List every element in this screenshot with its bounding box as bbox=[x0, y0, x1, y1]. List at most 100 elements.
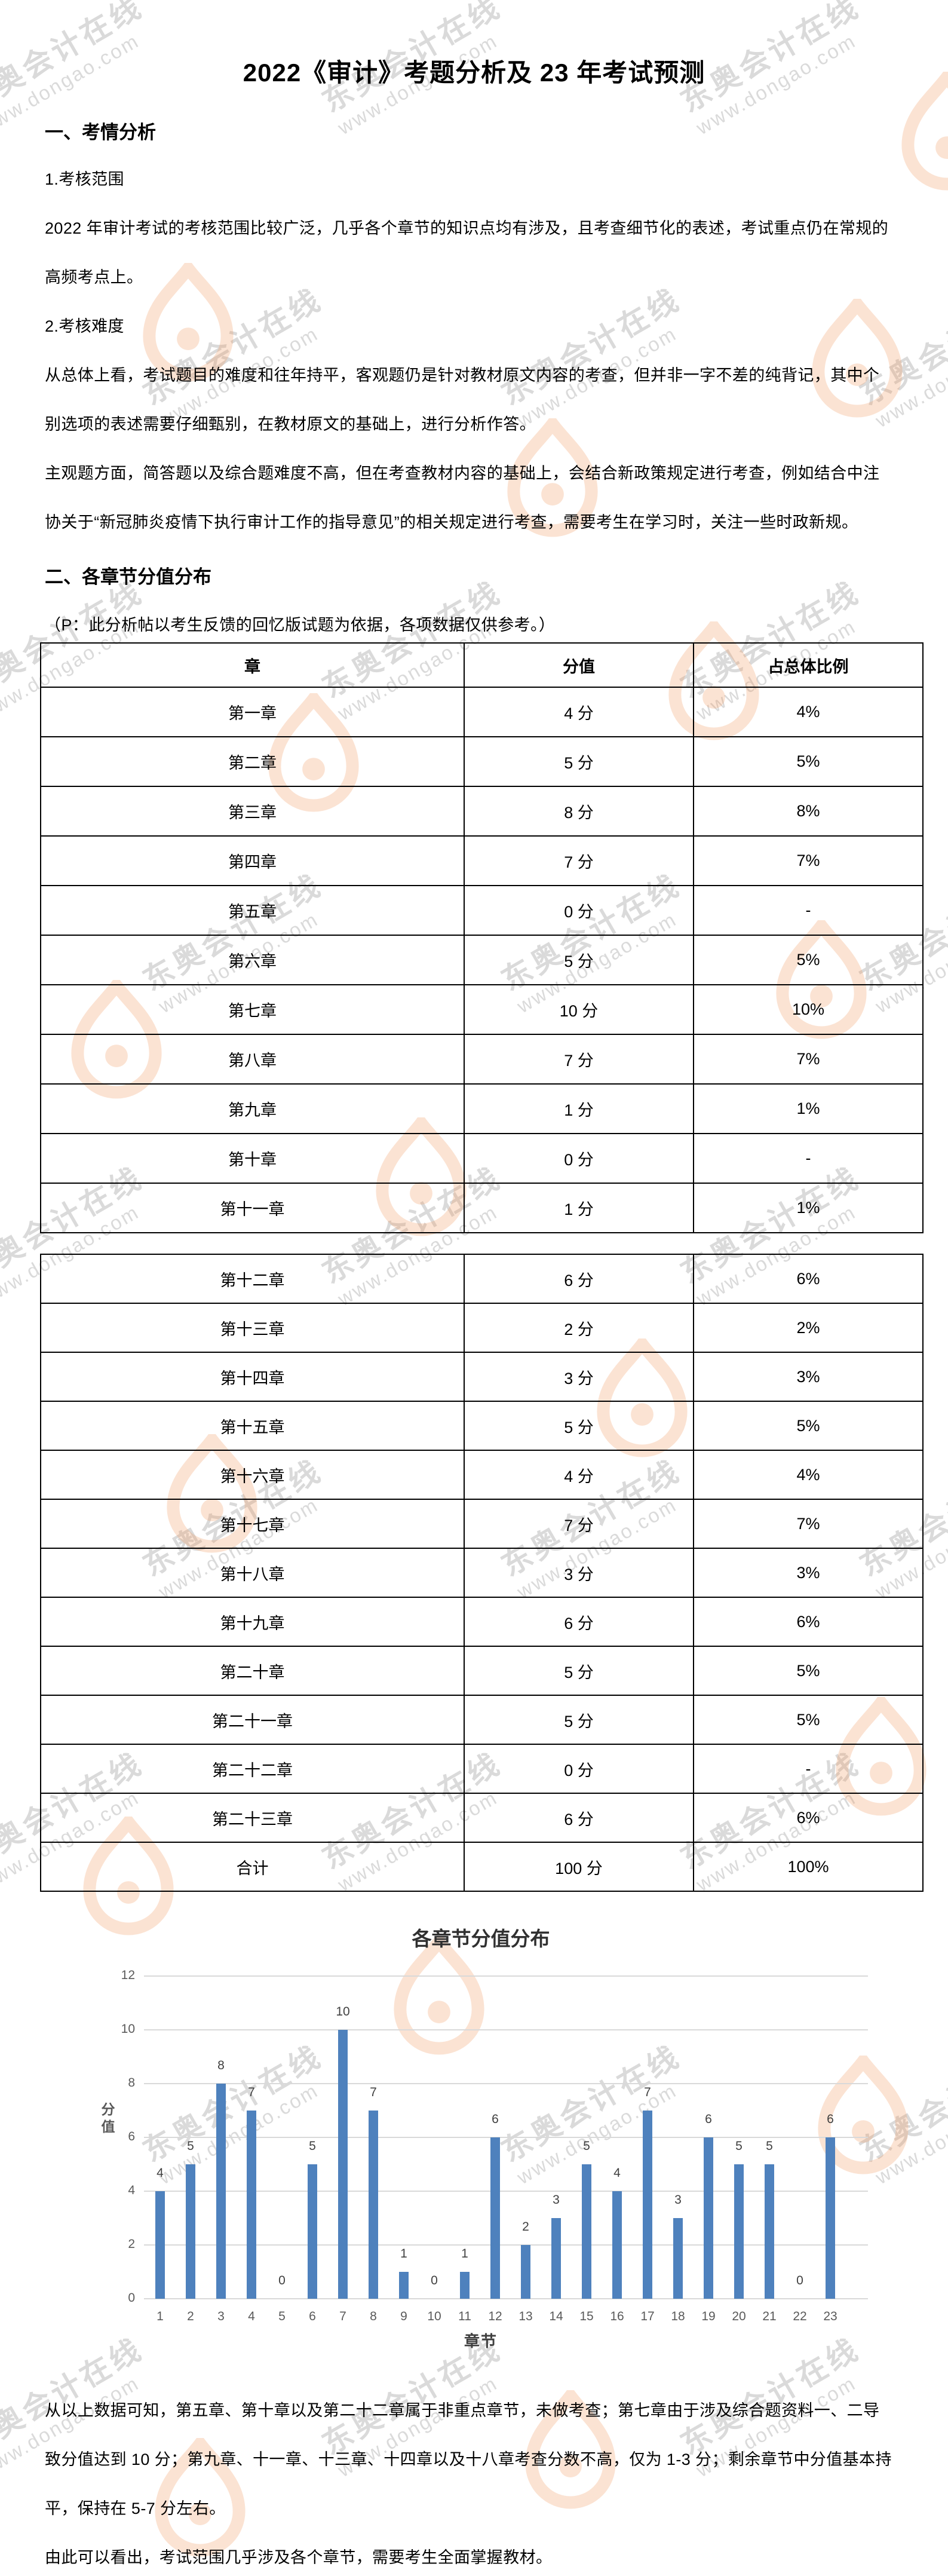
chart-data-label: 8 bbox=[217, 2059, 225, 2072]
chart-gridline bbox=[144, 2137, 868, 2138]
percent-cell: 5% bbox=[692, 935, 924, 985]
score-cell: 7 分 bbox=[463, 1499, 694, 1549]
chart-data-label: 10 bbox=[336, 2005, 350, 2018]
chart-x-tick-label: 4 bbox=[248, 2309, 255, 2323]
percent-cell: 1% bbox=[692, 1083, 924, 1134]
percent-cell: 1% bbox=[692, 1183, 924, 1233]
chart-y-tick-label: 0 bbox=[128, 2291, 135, 2305]
percent-cell: 100% bbox=[692, 1842, 924, 1892]
chapter-cell: 第十九章 bbox=[40, 1597, 465, 1647]
chart-x-tick-label: 18 bbox=[671, 2309, 685, 2323]
chart-data-label: 1 bbox=[461, 2247, 468, 2260]
table-row: 第十二章 6 分 6% bbox=[40, 1254, 924, 1304]
bar-chart: 分值 章节 0 2 4 6 8 10 12 4 1 5 2 8 3 7 4 0 5 5 6 10 7 7 8 1 9 0 10 1 11… bbox=[90, 1960, 872, 2366]
table-row: 第十四章 3 分 3% bbox=[40, 1352, 924, 1402]
watermark-logo-icon bbox=[125, 258, 251, 412]
score-cell: 3 分 bbox=[463, 1548, 694, 1598]
percent-cell: 5% bbox=[692, 1401, 924, 1451]
score-cell: 5 分 bbox=[463, 935, 694, 985]
chart-data-label: 5 bbox=[766, 2139, 773, 2153]
percent-cell: - bbox=[692, 1744, 924, 1794]
chart-bar-chapter-7 bbox=[338, 2030, 348, 2299]
chart-x-tick-label: 3 bbox=[217, 2309, 225, 2323]
chart-y-tick-label: 12 bbox=[121, 1968, 135, 1982]
chapter-cell: 第十六章 bbox=[40, 1450, 465, 1500]
table-row: 合计 100 分 100% bbox=[40, 1842, 924, 1892]
percent-cell: 5% bbox=[692, 736, 924, 787]
chart-data-label: 0 bbox=[796, 2274, 803, 2287]
chart-data-label: 5 bbox=[309, 2139, 316, 2153]
paragraph-difficulty-line-2: 别选项的表述需要仔细甄别，在教材原文的基础上，进行分析作答。 bbox=[45, 415, 536, 433]
chart-y-tick-label: 8 bbox=[128, 2076, 135, 2090]
paragraph-scope-line-1: 2022 年审计考试的考核范围比较广泛，几乎各个章节的知识点均有涉及，且考查细节… bbox=[45, 219, 889, 237]
chapter-cell: 第九章 bbox=[40, 1083, 465, 1134]
paragraph-subjective-line-1: 主观题方面，简答题以及综合题难度不高，但在考查教材内容的基础上，会结合新政策规定… bbox=[45, 464, 880, 482]
section-2-heading: 二、各章节分值分布 bbox=[45, 566, 211, 587]
chart-x-tick-label: 2 bbox=[187, 2309, 194, 2323]
table-row: 第五章 0 分- bbox=[40, 885, 924, 936]
chart-x-tick-label: 7 bbox=[339, 2309, 346, 2323]
chart-data-label: 6 bbox=[492, 2112, 499, 2126]
table-row: 第十一章 1 分 1% bbox=[40, 1183, 924, 1233]
chart-bar-chapter-3 bbox=[216, 2084, 226, 2299]
chart-bar-chapter-21 bbox=[765, 2164, 774, 2299]
chart-bar-chapter-1 bbox=[155, 2191, 165, 2299]
table-row: 第一章 4 分 4% bbox=[40, 687, 924, 737]
chart-x-tick-label: 22 bbox=[793, 2309, 807, 2323]
chapter-cell: 第十三章 bbox=[40, 1303, 465, 1353]
chapter-cell: 第一章 bbox=[40, 687, 465, 737]
percent-cell: 6% bbox=[692, 1793, 924, 1843]
percent-cell: 7% bbox=[692, 1499, 924, 1549]
table-row: 第八章 7 分 7% bbox=[40, 1034, 924, 1085]
chapter-cell: 第十一章 bbox=[40, 1183, 465, 1233]
score-cell: 0 分 bbox=[463, 1744, 694, 1794]
chart-x-tick-label: 20 bbox=[732, 2309, 746, 2323]
watermark-logo-icon bbox=[884, 67, 948, 221]
percent-cell: 3% bbox=[692, 1352, 924, 1402]
chart-x-tick-label: 9 bbox=[400, 2309, 407, 2323]
table-row: 第四章 7 分 7% bbox=[40, 835, 924, 886]
chapter-cell: 第十五章 bbox=[40, 1401, 465, 1451]
percent-cell: 7% bbox=[692, 835, 924, 886]
chart-gridline bbox=[144, 2083, 868, 2084]
chart-x-tick-label: 5 bbox=[278, 2309, 286, 2323]
subheading-exam-scope: 1.考核范围 bbox=[45, 170, 124, 188]
paragraph-scope-line-2: 高频考点上。 bbox=[45, 268, 143, 286]
percent-cell: 6% bbox=[692, 1254, 924, 1304]
chart-data-label: 2 bbox=[522, 2220, 529, 2234]
chapter-cell: 第八章 bbox=[40, 1034, 465, 1085]
table-row: 第十六章 4 分 4% bbox=[40, 1450, 924, 1500]
chart-data-label: 7 bbox=[248, 2085, 255, 2099]
chart-x-tick-label: 11 bbox=[458, 2309, 471, 2323]
table-row: 第二十二章 0 分- bbox=[40, 1744, 924, 1794]
chapter-cell: 合计 bbox=[40, 1842, 465, 1892]
score-cell: 0 分 bbox=[463, 1133, 694, 1184]
chart-x-tick-label: 10 bbox=[427, 2309, 441, 2323]
table-row: 第三章 8 分 8% bbox=[40, 786, 924, 837]
table-header-cell-0: 章 bbox=[40, 642, 465, 688]
chart-gridline bbox=[144, 2191, 868, 2192]
score-cell: 5 分 bbox=[463, 1401, 694, 1451]
chart-gridline bbox=[144, 2029, 868, 2030]
chapter-cell: 第七章 bbox=[40, 984, 465, 1035]
chart-data-label: 6 bbox=[827, 2112, 834, 2126]
chart-x-tick-label: 6 bbox=[309, 2309, 316, 2323]
table-row: 第二十一章 5 分 5% bbox=[40, 1695, 924, 1745]
chart-x-tick-label: 17 bbox=[640, 2309, 655, 2323]
chart-title: 各章节分值分布 bbox=[412, 1928, 550, 1950]
chart-x-tick-label: 21 bbox=[762, 2309, 777, 2323]
chart-bar-chapter-18 bbox=[673, 2218, 683, 2299]
table-header-row: 章分值 占总体比例 bbox=[40, 642, 924, 688]
score-cell: 5 分 bbox=[463, 1646, 694, 1696]
percent-cell: 8% bbox=[692, 786, 924, 837]
chart-data-label: 1 bbox=[400, 2247, 407, 2260]
table-row: 第十三章 2 分 2% bbox=[40, 1303, 924, 1353]
chapter-cell: 第二十三章 bbox=[40, 1793, 465, 1843]
score-cell: 2 分 bbox=[463, 1303, 694, 1353]
chart-x-tick-label: 14 bbox=[549, 2309, 563, 2323]
chart-bar-chapter-17 bbox=[643, 2111, 652, 2299]
chart-x-tick-label: 23 bbox=[823, 2309, 837, 2323]
chart-x-tick-label: 16 bbox=[610, 2309, 624, 2323]
chart-bar-chapter-9 bbox=[399, 2272, 409, 2299]
section-1-heading: 一、考情分析 bbox=[45, 122, 156, 143]
